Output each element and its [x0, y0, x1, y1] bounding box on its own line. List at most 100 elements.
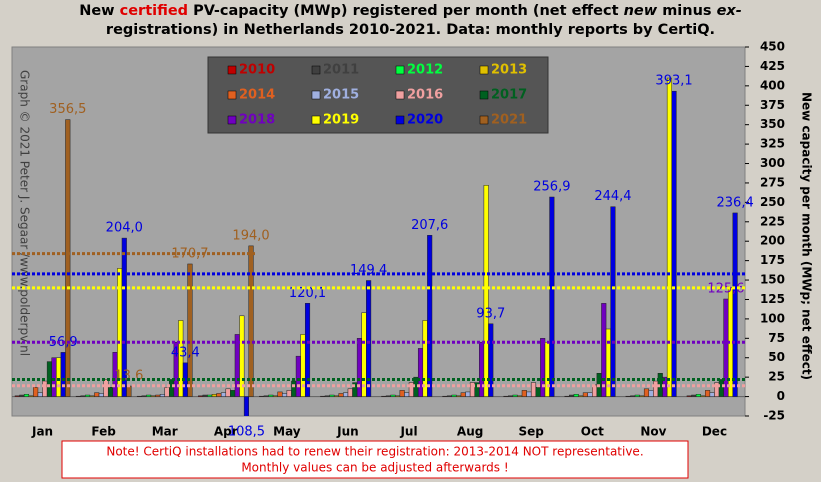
bar [361, 312, 367, 397]
y-tick-label: 225 [760, 214, 785, 228]
x-tick-label: Aug [457, 425, 483, 439]
bar [198, 395, 204, 397]
y-tick-label: 450 [760, 40, 785, 54]
legend-swatch [227, 90, 237, 100]
bar [569, 394, 575, 397]
y-tick-label: 150 [760, 273, 785, 287]
bar [451, 394, 457, 397]
bar [164, 387, 170, 397]
bar [356, 338, 362, 397]
legend-label: 2011 [323, 63, 359, 78]
x-tick-label: Jul [399, 425, 417, 439]
y-tick-label: 350 [760, 117, 785, 131]
y-tick-label: 25 [768, 370, 785, 384]
bar [578, 395, 584, 397]
title-part: minus [657, 3, 717, 19]
y-tick-label: 50 [768, 350, 785, 364]
bar [103, 379, 109, 397]
bar [417, 348, 424, 397]
bar [540, 338, 546, 397]
bar [234, 334, 240, 397]
bar [709, 392, 715, 397]
y-tick-label: 325 [760, 137, 785, 151]
bar [723, 298, 729, 397]
bar [33, 387, 39, 397]
bar [479, 341, 485, 397]
value-label: 393,1 [655, 74, 692, 89]
value-label: 43,4 [171, 345, 200, 360]
bar [508, 395, 514, 397]
y-tick-label: 300 [760, 156, 785, 170]
bar [535, 387, 541, 397]
bar [630, 395, 636, 397]
bars [12, 77, 745, 416]
bar [488, 323, 494, 397]
bar [427, 235, 433, 397]
legend-label: 2021 [491, 113, 527, 128]
bar [42, 380, 48, 397]
y-tick-label: 175 [760, 253, 785, 267]
x-tick-label: Apr [214, 425, 238, 439]
legend-label: 2012 [407, 63, 443, 78]
bar [573, 393, 579, 397]
bar [395, 395, 401, 397]
bar [304, 303, 311, 397]
bar [333, 395, 340, 397]
bar [178, 320, 184, 397]
legend-label: 2020 [407, 113, 443, 128]
y-tick-label: 125 [760, 292, 785, 306]
bar [295, 355, 301, 397]
bar [582, 392, 588, 397]
bar [549, 196, 555, 397]
legend-swatch [479, 65, 489, 75]
y-tick-label: 425 [760, 59, 785, 73]
bar [14, 395, 20, 397]
legend-label: 2016 [407, 88, 443, 103]
bar [230, 390, 236, 397]
note-box [61, 440, 689, 479]
bar [121, 237, 127, 397]
legend [207, 56, 549, 134]
bar [347, 388, 353, 397]
bar [695, 393, 701, 397]
title-part: new [623, 3, 658, 19]
bar [272, 395, 278, 397]
bar [159, 393, 165, 397]
bar [300, 334, 306, 397]
value-label: 13,6 [114, 369, 143, 384]
bar [639, 395, 645, 397]
bar [366, 280, 372, 397]
bar [521, 390, 527, 397]
bar [643, 388, 650, 397]
bar [338, 393, 344, 397]
bar [216, 393, 222, 397]
bar [512, 394, 518, 397]
bar [601, 303, 607, 397]
y-tick-label: 250 [760, 195, 785, 209]
bar [653, 380, 659, 397]
x-tick-label: Oct [581, 425, 604, 439]
x-tick-label: Dec [702, 425, 727, 439]
bar [282, 393, 288, 397]
bar [150, 395, 156, 397]
bar [671, 90, 677, 397]
bar [126, 385, 132, 397]
title-part: PV-capacity (MWp) registered per month (… [188, 3, 624, 19]
note: Monthly values can be adjusted afterward… [241, 461, 508, 475]
y-tick-label: 375 [760, 98, 785, 112]
bar [60, 352, 66, 397]
y-axis-label: New capacity per month (MWp; net effect) [800, 92, 814, 380]
bar [94, 392, 100, 397]
bar [291, 380, 297, 397]
bar [385, 395, 391, 397]
title-part: certified [119, 3, 189, 19]
bar [691, 394, 697, 397]
bar [80, 395, 86, 397]
bar [465, 391, 471, 397]
bar [19, 394, 25, 397]
bar [169, 379, 175, 397]
title-part: ex- [716, 3, 742, 19]
bar [37, 392, 43, 397]
bar [146, 394, 152, 397]
bar [666, 77, 672, 397]
